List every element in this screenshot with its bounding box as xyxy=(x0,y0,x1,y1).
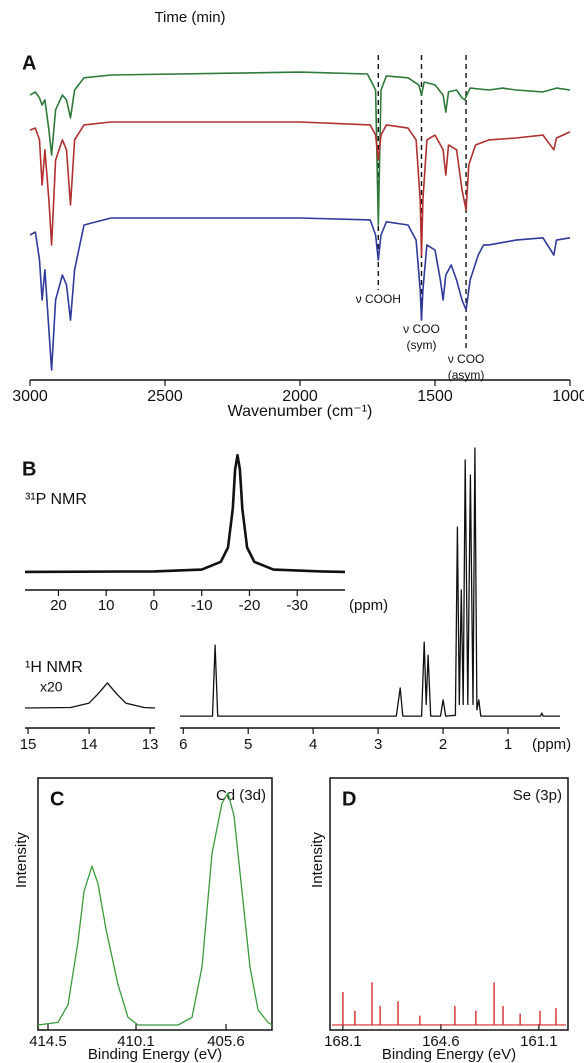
annotation: x20 xyxy=(40,679,63,695)
x-tick-label: 161.1 xyxy=(520,1033,558,1050)
x-tick-label: 168.1 xyxy=(324,1033,362,1050)
marker-label: (asym) xyxy=(448,368,485,382)
panel-letter: A xyxy=(22,52,36,74)
x-tick-label: 2500 xyxy=(147,388,183,405)
x-tick-label: 4 xyxy=(309,736,317,753)
spectrum-line xyxy=(29,71,571,226)
x-tick-label: 13 xyxy=(142,736,159,753)
spectrum-line xyxy=(24,682,156,709)
chart-title: Cd (3d) xyxy=(216,787,266,804)
panel-letter: B xyxy=(22,458,36,480)
x-tick-label: 1000 xyxy=(552,388,584,405)
x-tick-label: 20 xyxy=(50,597,67,614)
x-tick-label: -30 xyxy=(286,597,308,614)
plot-frame xyxy=(37,777,273,1031)
x-tick-label: 6 xyxy=(179,736,187,753)
x-tick-label: 15 xyxy=(20,736,37,753)
x-tick-label: -10 xyxy=(191,597,213,614)
marker-label: (sym) xyxy=(407,338,437,352)
x-axis-label: (ppm) xyxy=(349,597,388,614)
x-tick-label: 410.1 xyxy=(117,1033,155,1050)
x-axis-label: Binding Energy (eV) xyxy=(382,1046,516,1063)
spectrum-label: ¹H NMR xyxy=(25,659,83,676)
x-tick-label: 3000 xyxy=(12,388,48,405)
spectrum-line xyxy=(29,121,571,256)
x-tick-label: 5 xyxy=(244,736,252,753)
x-tick-label: 1500 xyxy=(417,388,453,405)
chart-title: Se (3p) xyxy=(513,787,562,804)
chart-title: Time (min) xyxy=(154,9,225,26)
spectrum-line xyxy=(24,453,346,574)
marker-label: ν COO xyxy=(448,352,485,366)
x-axis-label: Wavenumber (cm⁻¹) xyxy=(228,403,373,420)
x-tick-label: 414.5 xyxy=(29,1033,67,1050)
marker-label: ν COO xyxy=(403,322,440,336)
marker-label: ν COOH xyxy=(356,292,401,306)
x-tick-label: 164.6 xyxy=(422,1033,460,1050)
x-tick-label: 10 xyxy=(98,597,115,614)
x-tick-label: 1 xyxy=(504,736,512,753)
panel-letter: C xyxy=(50,788,64,810)
panel-letter: D xyxy=(342,788,356,810)
x-tick-label: 14 xyxy=(81,736,98,753)
x-axis-label: Binding Energy (eV) xyxy=(88,1046,222,1063)
x-tick-label: 3 xyxy=(374,736,382,753)
x-tick-label: 2000 xyxy=(282,388,318,405)
spectrum-label: ³¹P NMR xyxy=(25,491,87,508)
y-axis-label: Intensity xyxy=(309,832,326,888)
x-tick-label: 2 xyxy=(439,736,447,753)
spectrum-line xyxy=(29,217,571,371)
x-tick-label: 0 xyxy=(150,597,158,614)
spectrum-line xyxy=(180,447,560,717)
spectrum-line xyxy=(37,792,273,1026)
x-tick-label: -20 xyxy=(239,597,261,614)
x-axis-label: (ppm) xyxy=(532,736,571,753)
x-tick-label: 405.6 xyxy=(207,1033,245,1050)
y-axis-label: Intensity xyxy=(13,832,30,888)
plot-frame xyxy=(329,777,569,1031)
